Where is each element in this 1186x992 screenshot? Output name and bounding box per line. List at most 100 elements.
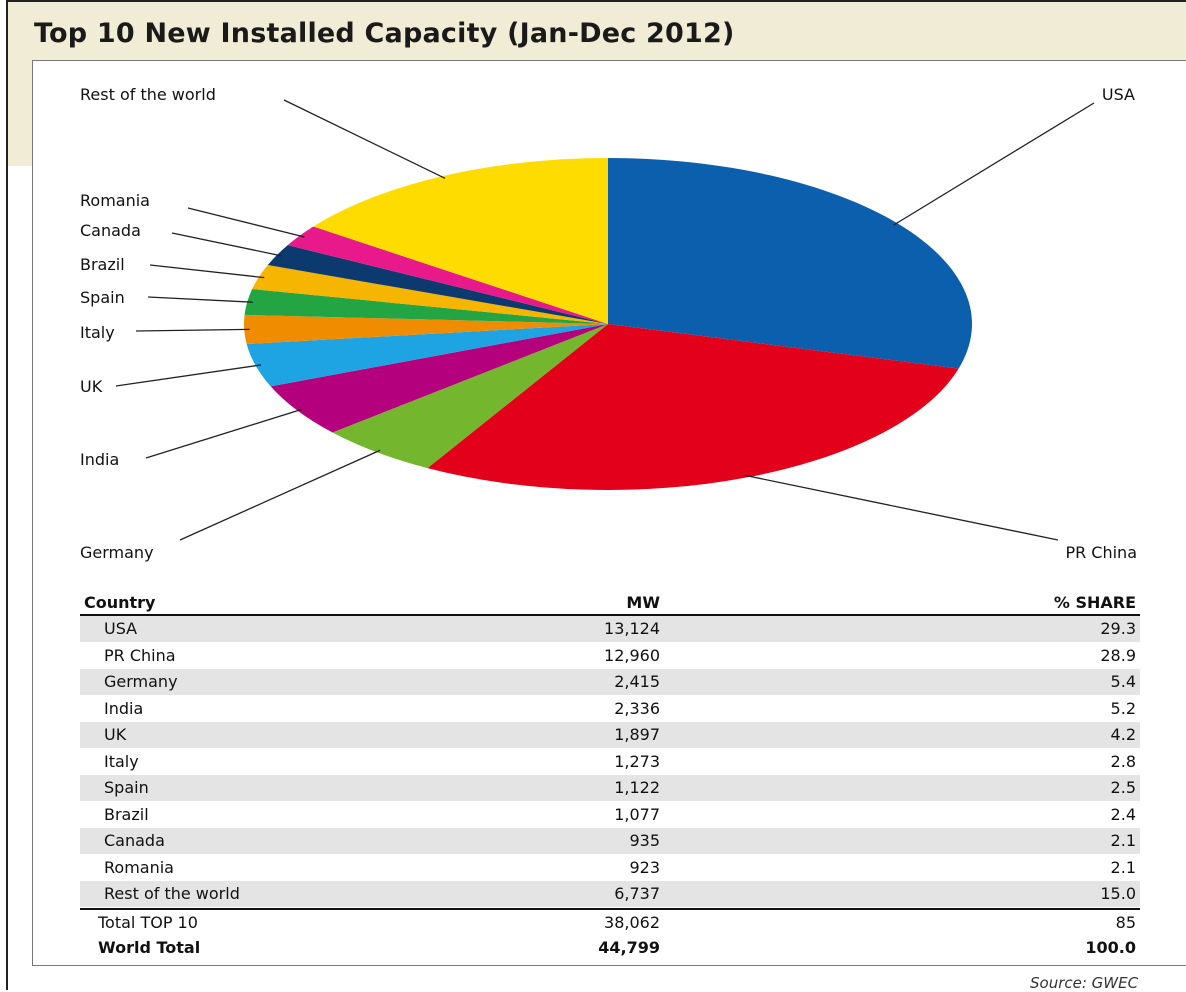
leader-line-rest-of-the-world (283, 99, 446, 179)
chart-title: Top 10 New Installed Capacity (Jan-Dec 2… (34, 18, 735, 49)
pie-slice-canada (267, 245, 608, 324)
pie-chart: USA PR China Germany India UK Italy Spain Brazi… (80, 85, 1137, 562)
frame-top-border (6, 0, 1186, 2)
leader-line-pr-china (744, 474, 1059, 541)
table-row: UK 1,897 4.2 (80, 722, 1140, 749)
pie-label-india: India (80, 450, 119, 469)
pie-label-spain: Spain (80, 288, 125, 307)
pie-label-rest-of-the-world: Rest of the world (80, 85, 216, 104)
total-mw: 44,799 (598, 937, 660, 957)
table-body: USA 13,124 29.3 PR China 12,960 28.9 Germany 2,… (80, 616, 1140, 908)
row-share: 5.4 (1110, 672, 1136, 692)
header-share: % SHARE (1053, 592, 1136, 612)
row-country: USA (104, 619, 138, 639)
pie-slice-india (270, 324, 608, 433)
row-mw: 1,122 (614, 778, 660, 798)
table-row: Romania 923 2.1 (80, 855, 1140, 881)
table-row: Rest of the world 6,737 15.0 (80, 881, 1140, 908)
frame-left-border (6, 0, 8, 990)
row-mw: 13,124 (604, 619, 660, 639)
pie-label-italy: Italy (80, 323, 115, 342)
row-mw: 935 (629, 831, 660, 851)
row-country: Italy (104, 751, 139, 771)
table-row: PR China 12,960 28.9 (80, 643, 1140, 669)
leader-line-usa (893, 102, 1095, 226)
leader-line-spain (147, 296, 253, 303)
table-row: Canada 935 2.1 (80, 828, 1140, 855)
total-row: World Total 44,799 100.0 (80, 935, 1140, 960)
row-share: 2.1 (1110, 857, 1136, 877)
row-country: Germany (104, 672, 178, 692)
row-mw: 2,415 (614, 672, 660, 692)
total-share: 85 (1115, 912, 1136, 932)
row-country: UK (104, 725, 127, 745)
leader-line-romania (187, 207, 305, 238)
row-share: 2.1 (1110, 831, 1136, 851)
table-totals: Total TOP 10 38,062 85 World Total 44,799 100… (80, 907, 1140, 960)
row-country: Romania (104, 857, 174, 877)
row-mw: 923 (629, 857, 660, 877)
pie-label-canada: Canada (80, 221, 141, 240)
row-country: Brazil (104, 804, 149, 824)
table-row: USA 13,124 29.3 (80, 616, 1140, 643)
row-share: 15.0 (1100, 884, 1136, 904)
pie-slice-rest-of-the-world (313, 158, 608, 324)
leader-line-uk (115, 364, 261, 387)
pie-slice-italy (244, 314, 608, 345)
row-share: 28.9 (1100, 645, 1136, 665)
row-mw: 12,960 (604, 645, 660, 665)
leader-line-italy (135, 328, 250, 332)
table-row: Brazil 1,077 2.4 (80, 802, 1140, 828)
leader-line-brazil (149, 264, 265, 279)
pie-slice-romania (287, 226, 608, 324)
pie-label-germany: Germany (80, 543, 154, 562)
row-country: Spain (104, 778, 149, 798)
leader-line-india (145, 408, 303, 459)
row-mw: 6,737 (614, 884, 660, 904)
pie-label-uk: UK (80, 377, 103, 396)
row-share: 2.5 (1110, 778, 1136, 798)
pie-label-usa: USA (1102, 85, 1135, 104)
header-mw: MW (626, 592, 660, 612)
row-mw: 1,273 (614, 751, 660, 771)
pie-slice-germany (332, 324, 608, 469)
header-country: Country (84, 592, 156, 612)
table-row: India 2,336 5.2 (80, 696, 1140, 722)
pie-slice-usa (608, 158, 972, 369)
capacity-table: Country MW % SHARE USA 13,124 29.3 PR China… (80, 590, 1140, 960)
row-country: India (104, 698, 144, 718)
table-header: Country MW % SHARE (80, 590, 1140, 616)
row-country: PR China (104, 645, 176, 665)
row-share: 2.4 (1110, 804, 1136, 824)
total-country: Total TOP 10 (98, 912, 198, 932)
pie-label-romania: Romania (80, 191, 150, 210)
leader-line-germany (179, 449, 381, 541)
pie-slice-brazil (252, 265, 608, 324)
pie-slice-uk (246, 324, 608, 387)
pie-label-pr-china: PR China (1065, 543, 1137, 562)
row-mw: 1,897 (614, 725, 660, 745)
row-mw: 1,077 (614, 804, 660, 824)
total-mw: 38,062 (604, 912, 660, 932)
row-share: 2.8 (1110, 751, 1136, 771)
pie-slice-spain (244, 289, 608, 324)
row-share: 4.2 (1110, 725, 1136, 745)
leader-line-canada (171, 232, 283, 257)
total-share: 100.0 (1085, 937, 1136, 957)
pie-slices (244, 158, 972, 490)
pie-leader-lines (115, 99, 1095, 541)
row-country: Rest of the world (104, 884, 240, 904)
row-country: Canada (104, 831, 165, 851)
row-mw: 2,336 (614, 698, 660, 718)
total-row: Total TOP 10 38,062 85 (80, 910, 1140, 935)
pie-labels: USA PR China Germany India UK Italy Spain Brazi… (80, 85, 1137, 562)
table-row: Germany 2,415 5.4 (80, 669, 1140, 696)
pie-slice-pr-china (427, 324, 959, 490)
pie-label-brazil: Brazil (80, 255, 125, 274)
table-row: Italy 1,273 2.8 (80, 749, 1140, 775)
row-share: 29.3 (1100, 619, 1136, 639)
total-country: World Total (98, 937, 201, 957)
row-share: 5.2 (1110, 698, 1136, 718)
source-note: Source: GWEC (1030, 974, 1139, 992)
table-row: Spain 1,122 2.5 (80, 775, 1140, 802)
